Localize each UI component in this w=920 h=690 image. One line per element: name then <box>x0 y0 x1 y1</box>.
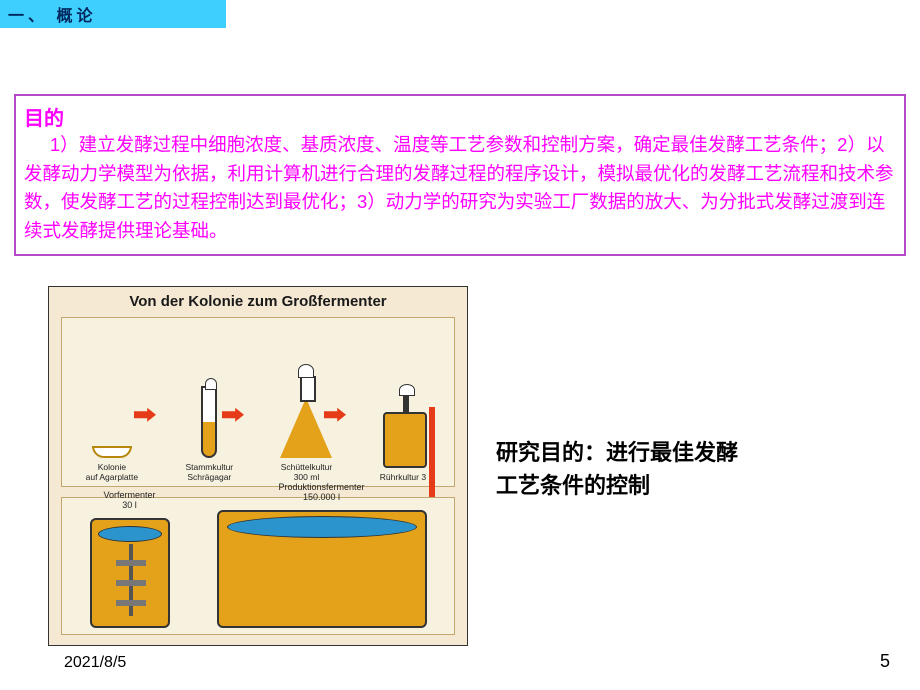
section-header-band: 一、 概论 <box>0 0 226 28</box>
stage-label: 150.000 l <box>303 492 340 502</box>
stage-label: Schüttelkultur <box>281 462 333 472</box>
stage-label: Vorfermenter <box>103 490 155 500</box>
flask-icon <box>280 398 332 458</box>
stage-label: Produktionsfermenter <box>278 482 364 492</box>
stage-label: auf Agarplatte <box>86 472 138 482</box>
side-summary: 研究目的：进行最佳发酵 工艺条件的控制 <box>496 436 738 502</box>
impeller-icon <box>116 580 146 586</box>
lower-content-row: Von der Kolonie zum Großfermenter Koloni… <box>0 286 920 646</box>
side-summary-line: 研究目的：进行最佳发酵 <box>496 436 738 469</box>
stage-stir: Rührkultur 3 l <box>380 412 431 482</box>
stage-production-fermenter: Produktionsfermenter 150.000 l <box>217 510 427 628</box>
test-tube-icon <box>201 386 217 458</box>
stir-vessel-icon <box>383 412 427 468</box>
stage-label: Kolonie <box>98 462 126 472</box>
vessel-label: Vorfermenter 30 l <box>90 490 170 510</box>
stage-label: Stammkultur <box>185 462 233 472</box>
large-fermenter-icon <box>217 510 427 628</box>
stage-label: 300 ml <box>294 472 320 482</box>
vessel-label: Produktionsfermenter 150.000 l <box>217 482 427 502</box>
impeller-icon <box>116 600 146 606</box>
purpose-body: 1）建立发酵过程中细胞浓度、基质浓度、温度等工艺参数和控制方案，确定最佳发酵工艺… <box>24 131 896 246</box>
purpose-box: 目的 1）建立发酵过程中细胞浓度、基质浓度、温度等工艺参数和控制方案，确定最佳发… <box>14 94 906 256</box>
side-summary-line: 工艺条件的控制 <box>496 469 738 502</box>
stage-flask: Schüttelkultur 300 ml <box>280 398 332 482</box>
stage-testtube: Stammkultur Schrägagar <box>185 386 233 482</box>
impeller-icon <box>116 560 146 566</box>
stage-label: Schrägagar <box>187 472 231 482</box>
diagram-lower-row: Vorfermenter 30 l Produktionsfermenter 1… <box>61 497 455 635</box>
stage-label: 30 l <box>122 500 137 510</box>
diagram-upper-row: Kolonie auf Agarplatte Stammkultur Schrä… <box>61 317 455 487</box>
purpose-title: 目的 <box>24 102 896 131</box>
petri-dish-icon <box>92 446 132 458</box>
section-header-title: 一、 概论 <box>8 2 96 26</box>
stage-prefermenter: Vorfermenter 30 l <box>90 518 170 628</box>
arrow-right-icon <box>134 408 156 422</box>
footer-date: 2021/8/5 <box>64 654 126 672</box>
prefermenter-icon <box>90 518 170 628</box>
stage-label: Rührkultur 3 l <box>380 472 431 482</box>
fermentation-diagram: Von der Kolonie zum Großfermenter Koloni… <box>48 286 468 646</box>
diagram-title: Von der Kolonie zum Großfermenter <box>49 293 467 310</box>
stage-petri: Kolonie auf Agarplatte <box>86 446 138 482</box>
footer-page-number: 5 <box>880 651 890 672</box>
